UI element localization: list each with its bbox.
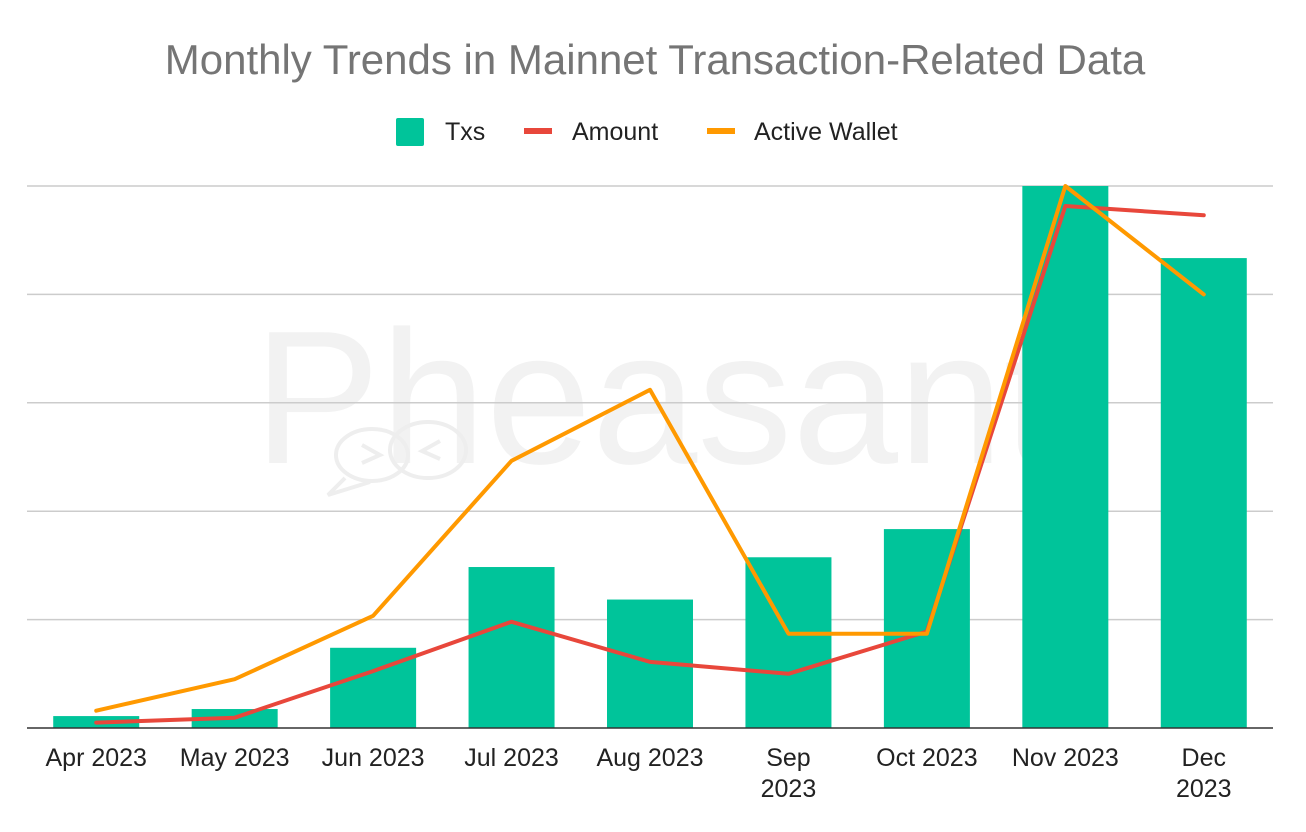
x-tick-label: Aug 2023 [596,744,703,772]
chart-title: Monthly Trends in Mainnet Transaction-Re… [165,36,1146,83]
x-axis-ticks: Apr 2023 May 2023 Jun 2023 Jul 2023 Aug 2023… [45,744,1231,803]
legend-label-txs: Txs [445,118,485,146]
legend-label-amount: Amount [572,118,658,146]
bar-txs [1022,186,1109,728]
legend-swatch-active-wallet [707,128,735,134]
line-active-wallet [94,184,1206,713]
series-lines [94,184,1206,725]
x-tick-label: Jul 2023 [464,744,559,772]
legend-swatch-txs [396,118,424,146]
x-tick-label: Jun 2023 [322,744,425,772]
x-tick-label: Dec 2023 [1176,744,1232,803]
watermark-logo-icon [326,420,468,497]
line-amount [94,204,1206,725]
x-tick-label: Oct 2023 [876,744,977,772]
legend-label-active-wallet: Active Wallet [754,118,898,146]
x-tick-label: May 2023 [180,744,290,772]
legend-swatch-amount [524,128,552,134]
legend: Txs Amount Active Wallet [396,118,898,146]
bar-txs [468,567,555,728]
bar-txs [1160,258,1247,728]
x-tick-label: Nov 2023 [1012,744,1119,772]
x-tick-label: Apr 2023 [45,744,146,772]
x-tick-label: Sep 2023 [761,744,817,803]
